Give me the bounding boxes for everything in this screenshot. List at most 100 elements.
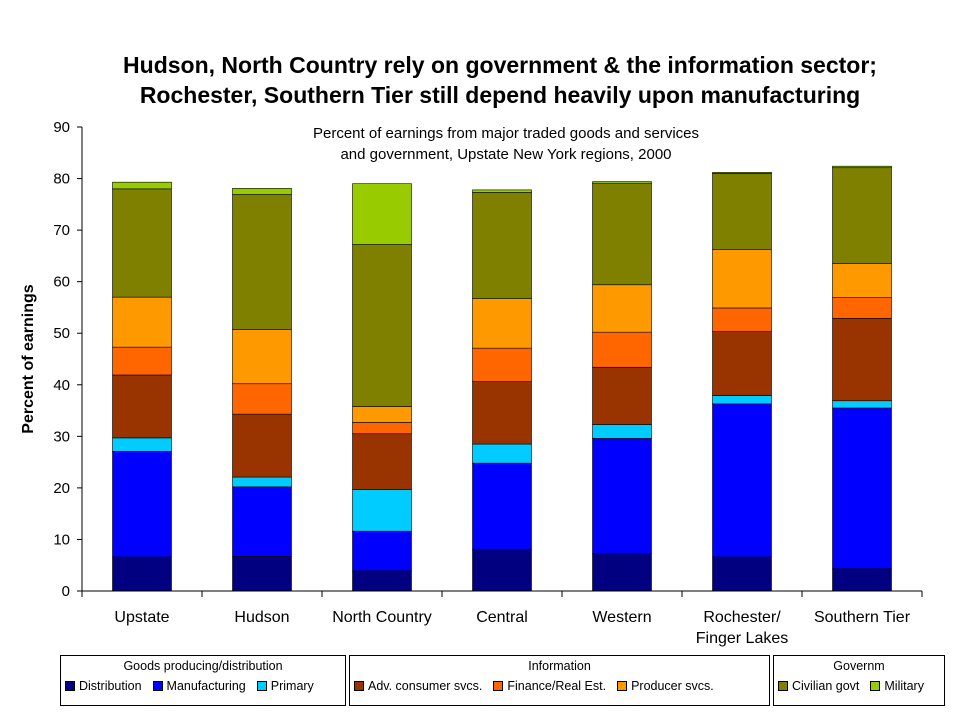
chart-title-line1: Hudson, North Country rely on government… [123,52,877,78]
bar-segment-producer-svcs--4 [592,284,652,333]
y-tick-label: 90 [53,119,70,136]
x-category-label: Finger Lakes [696,630,789,647]
bar-segment-finance-real-est--3 [472,347,532,382]
legend-item: Adv. consumer svcs. [354,679,482,693]
bar-segment-manufacturing-1 [232,486,292,557]
bar-segment-producer-svcs--2 [352,406,412,423]
bar-segment-civilian-govt-1 [232,194,292,330]
bar-segment-primary-3 [472,443,532,464]
x-category-label: Upstate [114,609,169,626]
bar-segment-producer-svcs--3 [472,298,532,349]
bar-segment-civilian-govt-4 [592,182,652,286]
legend-swatch [152,681,163,691]
bar-segment-primary-2 [352,489,412,532]
legend-label: Adv. consumer svcs. [368,679,483,693]
legend-swatch [354,681,364,691]
y-tick-label: 30 [53,428,70,445]
bar-segment-finance-real-est--4 [592,331,652,368]
x-category-label: Rochester/ [703,609,781,626]
legend-swatch [778,681,788,691]
bar-segment-distribution-1 [232,556,292,592]
chart-title-line2: Rochester, Southern Tier still depend he… [139,82,861,108]
legend-item: Producer svcs. [617,679,714,693]
x-category-label: Western [592,609,651,626]
legend-group-0: Goods producing/distribution Distribution… [60,655,346,706]
bar-segment-military-1 [232,188,292,195]
bar-segment-producer-svcs--5 [712,249,772,309]
legend-swatch [870,681,881,691]
legend-label: Civilian govt [792,679,860,693]
bar-segment-civilian-govt-3 [472,192,532,299]
bar-segment-civilian-govt-6 [832,167,892,264]
legend-item: Primary [256,679,314,693]
bar-segment-finance-real-est--2 [352,422,412,435]
chart-subtitle-line2: and government, Upstate New York regions… [340,146,671,163]
bar-segment-finance-real-est--0 [112,346,172,376]
bar-segment-military-5 [712,172,772,174]
bar-segment-adv-consumer-svcs--1 [232,413,292,478]
y-tick-label: 50 [53,325,70,342]
legend-label: Primary [270,679,314,693]
bar-segment-manufacturing-6 [832,407,892,570]
chart-title: Hudson, North Country rely on government… [0,50,960,110]
bar-segment-finance-real-est--1 [232,383,292,415]
y-axis-label: Percent of earnings [20,284,37,433]
bar-segment-military-6 [832,165,892,169]
x-category-label: North Country [332,609,432,626]
y-tick-label: 60 [53,274,70,291]
bar-segment-producer-svcs--1 [232,329,292,385]
bar-segment-civilian-govt-0 [112,188,172,298]
bar-segment-adv-consumer-svcs--3 [472,381,532,445]
legend-item: Distribution [65,679,142,693]
y-tick-label: 10 [53,531,70,548]
y-tick-label: 20 [53,480,70,497]
bar-segment-producer-svcs--6 [832,263,892,298]
bar-segment-military-3 [472,189,532,193]
legend-swatch [617,681,628,691]
legend-group-2: Governm Civilian govt Military [773,655,945,706]
y-tick-label: 80 [53,171,70,188]
bar-segment-manufacturing-4 [592,438,652,554]
legend-label: Finance/Real Est. [507,679,607,693]
bar-segment-distribution-2 [352,570,412,592]
legend-group-1: Information Adv. consumer svcs. Finance/Re… [349,655,770,706]
bar-segment-adv-consumer-svcs--2 [352,433,412,490]
bar-segment-adv-consumer-svcs--0 [112,374,172,439]
x-category-label: Central [476,609,528,626]
legend-label: Distribution [79,679,142,693]
stacked-bar-chart: 0 10 20 30 40 50 60 70 80 90 Percent of earnings Up… [20,119,923,647]
bar-segment-finance-real-est--6 [832,297,892,319]
bar-segment-adv-consumer-svcs--4 [592,366,652,425]
bar-segment-finance-real-est--5 [712,307,772,332]
bar-segment-manufacturing-2 [352,530,412,572]
bar-segment-distribution-0 [112,556,172,592]
legend-swatch [256,681,267,691]
bar-segment-adv-consumer-svcs--5 [712,331,772,396]
legend-label: Manufacturing [166,679,246,693]
legend-item: Manufacturing [152,679,246,693]
legend-label: Producer svcs. [631,679,714,693]
bar-segment-primary-1 [232,476,292,488]
legend-group-title: Governm [833,659,885,673]
legend-group-title: Goods producing/distribution [123,659,283,673]
y-tick-label: 40 [53,377,70,394]
bar-segment-primary-0 [112,437,172,452]
y-tick-label: 70 [53,222,70,239]
chart-subtitle-line1: Percent of earnings from major traded go… [313,125,699,142]
y-tick-label: 0 [62,583,70,600]
bar-segment-producer-svcs--0 [112,296,172,348]
bar-segment-primary-4 [592,424,652,439]
legend-item: Finance/Real Est. [493,679,606,693]
bar-segment-distribution-4 [592,553,652,592]
legend-item: Civilian govt [778,679,859,693]
bar-segment-civilian-govt-5 [712,173,772,251]
legend-label: Military [884,679,924,693]
x-category-label: Southern Tier [814,609,911,626]
bar-segment-military-0 [112,181,172,190]
bar-segment-manufacturing-5 [712,403,772,558]
bar-segment-adv-consumer-svcs--6 [832,317,892,402]
legend-item: Military [870,679,924,693]
bar-segment-primary-6 [832,400,892,409]
legend-group-title: Information [528,659,591,673]
bar-segment-distribution-5 [712,556,772,592]
